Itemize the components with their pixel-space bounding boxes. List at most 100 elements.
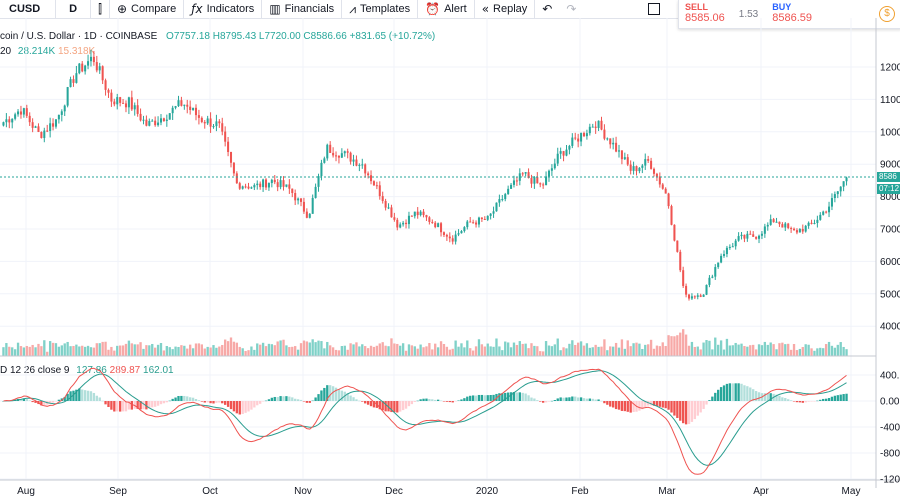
volume-bar: [410, 345, 414, 356]
interval-button[interactable]: D: [56, 0, 92, 18]
candle-body: [547, 170, 551, 177]
candle-body: [171, 107, 174, 114]
volume-bar: [801, 347, 804, 356]
macd-histogram-bar: [69, 391, 72, 401]
macd-histogram-bar: [792, 401, 796, 402]
macd-histogram-bar: [305, 401, 309, 403]
undo-button[interactable]: ↶: [535, 0, 559, 18]
volume-bar: [83, 346, 87, 356]
volume-bar: [635, 342, 638, 356]
replay-button[interactable]: « Replay: [475, 0, 536, 18]
candle-body: [504, 194, 507, 200]
candle-body: [568, 145, 571, 150]
candle-body: [836, 191, 839, 195]
candle-body: [740, 234, 743, 237]
candle-body: [232, 162, 235, 174]
volume-bar: [789, 349, 793, 356]
top-toolbar: CUSD D ⫿ ⊕ Compare ƒx Indicators ▥ Finan…: [0, 0, 900, 19]
candle-body: [200, 117, 203, 123]
indicators-button[interactable]: ƒx Indicators: [184, 0, 263, 18]
interval-label: D: [69, 3, 78, 15]
price-chart[interactable]: 12000 11000 10000 9000 8000 7000 6000 5000 4000 4…: [0, 18, 900, 500]
macd-histogram-bar: [483, 395, 486, 401]
alert-button[interactable]: ⏰ Alert: [418, 0, 475, 18]
macd-histogram-bar: [174, 397, 177, 401]
macd-histogram-bar: [404, 401, 408, 409]
candle-body: [798, 228, 801, 233]
macd-histogram-bar: [775, 394, 778, 401]
fullscreen-checkbox[interactable]: [641, 0, 667, 18]
candle-body: [638, 167, 641, 172]
candle-body: [148, 121, 151, 126]
chart-type-button[interactable]: ⫿: [91, 0, 110, 18]
candle-body: [833, 194, 836, 199]
macd-histogram-bar: [746, 386, 749, 401]
buy-button[interactable]: BUY 8586.59: [766, 0, 818, 28]
low-value: L7720.00: [258, 31, 301, 42]
candle-body: [5, 119, 8, 123]
volume-bar: [191, 348, 195, 356]
macd-histogram-bar: [92, 392, 96, 401]
candle-body: [11, 118, 14, 123]
candle-body: [387, 207, 390, 209]
volume-bar: [194, 343, 198, 356]
candle-body: [323, 158, 326, 163]
candle-body: [787, 223, 790, 229]
volume-bar: [419, 344, 422, 356]
macd-histogram-bar: [218, 401, 221, 403]
macd-histogram-bar: [209, 401, 212, 404]
macd-histogram-bar: [728, 383, 732, 401]
compare-button[interactable]: ⊕ Compare: [110, 0, 185, 18]
volume-bar: [13, 349, 17, 356]
volume-bar: [384, 345, 387, 356]
candle-body: [384, 200, 387, 208]
volume-bar: [617, 347, 621, 356]
volume-bar: [477, 339, 481, 356]
time-tick-label: Nov: [294, 486, 312, 497]
volume-bar: [588, 347, 591, 356]
macd-histogram-bar: [702, 401, 705, 409]
candle-body: [810, 222, 813, 224]
volume-bar: [541, 351, 545, 356]
templates-button[interactable]: ⩘ Templates: [342, 0, 419, 18]
candle-body: [469, 221, 472, 223]
macd-histogram-bar: [454, 401, 457, 402]
macd-histogram-bar: [463, 398, 466, 401]
price-axis[interactable]: 12000 11000 10000 9000 8000 7000 6000 5000 4000 4…: [880, 63, 900, 486]
macd-histogram-bar: [308, 401, 311, 403]
financials-button[interactable]: ▥ Financials: [262, 0, 343, 18]
volume-bar: [670, 336, 673, 356]
candle-body: [130, 97, 133, 110]
macd-histogram-bar: [401, 401, 405, 411]
candle-body: [620, 150, 623, 160]
symbol-search-button[interactable]: CUSD: [0, 0, 57, 18]
candle-body: [378, 185, 381, 197]
redo-button[interactable]: ↷: [559, 0, 583, 18]
candle-body: [31, 122, 34, 128]
macd-histogram-bar: [527, 395, 530, 401]
macd-histogram-bar: [288, 396, 291, 401]
macd-histogram-bar: [533, 398, 536, 401]
candle-body: [177, 100, 180, 107]
change-value: +831.65 (+10.72%): [349, 31, 436, 42]
macd-histogram-bar: [787, 399, 790, 401]
dollar-icon[interactable]: $: [879, 6, 895, 22]
macd-histogram-bar: [667, 401, 670, 410]
time-axis[interactable]: Aug Sep Oct Nov Dec 2020 Feb Mar Apr May: [17, 486, 860, 497]
macd-histogram-bar: [676, 401, 679, 418]
volume-bar: [282, 339, 285, 356]
volume-bar: [107, 349, 110, 356]
sell-button[interactable]: SELL 8585.06: [679, 0, 731, 28]
volume-bar: [165, 346, 168, 356]
volume-bar: [92, 347, 96, 356]
macd-histogram-bar: [734, 383, 737, 401]
macd-histogram-bar: [711, 396, 714, 401]
macd-histogram-bar: [369, 401, 373, 407]
macd-histogram-bar: [541, 401, 545, 403]
candle-body: [81, 63, 84, 72]
macd-histogram-bar: [536, 400, 539, 401]
volume-bar: [719, 340, 723, 356]
volume-bar: [48, 341, 52, 356]
volume-bar: [387, 346, 390, 356]
alert-label: Alert: [444, 3, 467, 15]
